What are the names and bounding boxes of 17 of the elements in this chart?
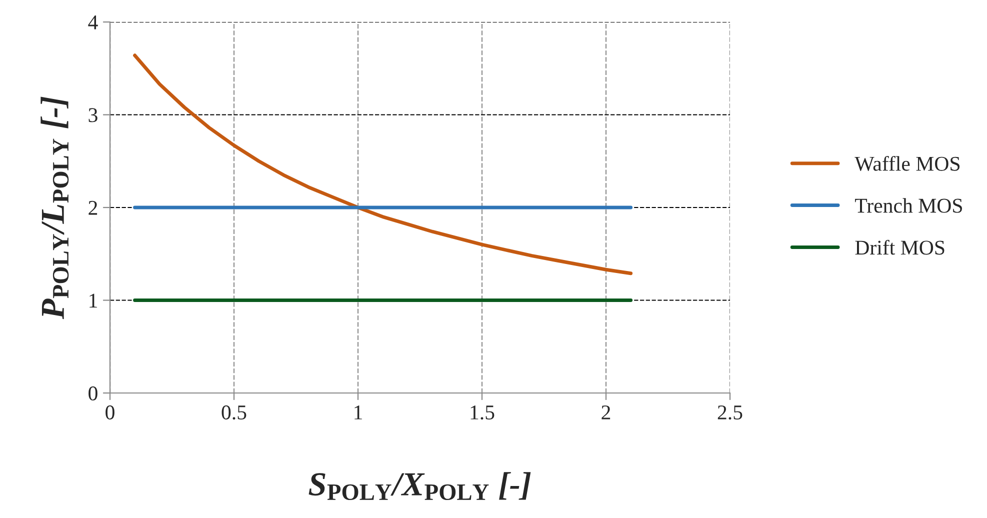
line-series	[133, 54, 633, 276]
y-tick-label: 4	[88, 16, 98, 30]
legend-label: Trench MOS	[855, 198, 962, 213]
x-tick-label: 1.5	[470, 406, 494, 420]
y-axis-title: P$_{POLY}$/L$_{POLY}$ [-]	[40, 96, 69, 320]
x-tick-label: 1	[354, 406, 362, 420]
y-tick-label: 2	[88, 200, 98, 215]
y-tick-label: 0	[88, 386, 98, 400]
legend-label: Waffle MOS	[854, 156, 960, 171]
x-tick-label: 0	[106, 405, 114, 420]
x-axis-title: S$_{POLY}$/X$_{POLY}$ [-]	[308, 472, 531, 500]
legend-label: Drift MOS	[855, 240, 944, 255]
x-tick-label: 2	[602, 405, 610, 420]
y-tick-label: 3	[88, 108, 98, 122]
x-tick-label: 2.5	[718, 405, 742, 420]
y-tick-label: 1	[90, 294, 97, 308]
x-tick-label: 0.5	[222, 405, 246, 420]
